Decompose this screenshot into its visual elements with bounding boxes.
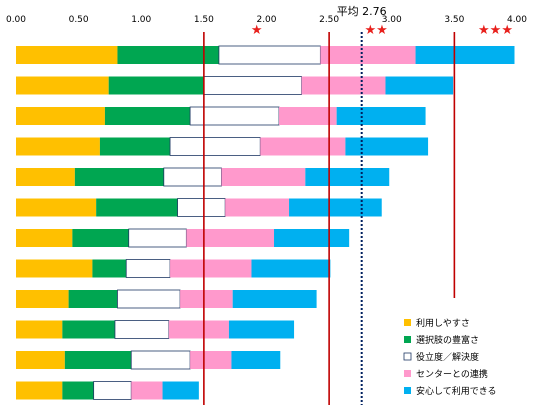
bar-segment: [68, 290, 118, 308]
bar-segment: [16, 259, 93, 278]
bar-segment: [16, 76, 109, 95]
reference-lines: 平均 2.76: [203, 5, 456, 405]
bar-segment: [345, 137, 429, 156]
legend-swatch: [404, 370, 411, 377]
x-tick-label: 1.00: [131, 15, 151, 25]
bar-segment: [190, 351, 232, 369]
rating-stars: ★ ★★ ★★★: [251, 23, 513, 38]
bar-segment: [305, 168, 390, 186]
bar-segment: [16, 229, 73, 247]
x-tick-label: 3.50: [444, 15, 464, 25]
bar-segment: [177, 198, 226, 217]
legend-swatch: [404, 319, 411, 326]
legend-label: 選択肢の豊富さ: [416, 334, 479, 346]
legend-label: 役立度／解決度: [416, 351, 479, 363]
bar-segment: [203, 76, 302, 95]
bars: [16, 45, 515, 400]
bar-segment: [228, 320, 295, 339]
bar-segment: [114, 320, 170, 339]
average-label: 平均 2.76: [337, 5, 387, 18]
bar-segment: [16, 320, 63, 339]
rating-star: ★: [251, 23, 263, 38]
bar-segment: [163, 167, 222, 187]
bar-segment: [16, 381, 63, 400]
bar-segment: [385, 76, 454, 95]
bar-segment: [62, 320, 115, 339]
x-tick-label: 0.00: [6, 15, 26, 25]
bar-segment: [232, 290, 317, 308]
bar-segment: [92, 259, 127, 278]
bar-segment: [231, 351, 281, 369]
bar-segment: [180, 290, 233, 308]
rating-star: ★★★: [478, 23, 513, 38]
bar-segment: [72, 229, 129, 247]
bar-segment: [251, 259, 331, 278]
legend-swatch: [403, 352, 412, 361]
legend-label: 利用しやすさ: [416, 317, 470, 329]
legend-label: 安心して利用できる: [416, 385, 497, 397]
x-tick-label: 2.50: [319, 15, 339, 25]
bar-segment: [221, 168, 306, 186]
bar-segment: [117, 46, 219, 64]
bar-segment: [16, 107, 105, 125]
bar-segment: [260, 137, 346, 156]
bar-segment: [169, 137, 261, 156]
bar-segment: [16, 137, 100, 156]
bar-segment: [320, 46, 416, 64]
bar-segment: [125, 259, 171, 278]
bar-segment: [62, 381, 94, 400]
bar-segment: [96, 198, 178, 217]
rating-star: ★★: [364, 23, 387, 38]
bar-segment: [225, 198, 290, 217]
x-tick-label: 3.00: [382, 15, 402, 25]
bar-segment: [99, 137, 171, 156]
bar-segment: [16, 198, 97, 217]
x-tick-label: 2.00: [256, 15, 276, 25]
legend-swatch: [404, 336, 411, 343]
bar-segment: [130, 350, 191, 370]
bar-segment: [162, 381, 199, 400]
bar-segment: [117, 289, 181, 309]
bar-segment: [16, 290, 69, 308]
legend-background: [398, 315, 522, 404]
x-tick-label: 1.50: [194, 15, 214, 25]
bar-segment: [108, 76, 204, 95]
bar-segment: [104, 107, 191, 125]
bar-segment: [170, 259, 252, 278]
x-axis-ticks: 0.00 0.50 1.00 1.50 2.00 2.50 3.00 3.50 4.00: [6, 15, 527, 25]
bar-segment: [218, 45, 321, 65]
bar-segment: [301, 76, 386, 95]
bar-segment: [16, 351, 65, 369]
legend-label: センターとの連携: [416, 368, 488, 380]
bar-segment: [16, 168, 75, 186]
bar-segment: [186, 229, 275, 247]
bar-segment: [64, 351, 132, 369]
x-tick-label: 0.50: [69, 15, 89, 25]
bar-segment: [279, 107, 337, 125]
bar-segment: [415, 46, 515, 64]
bar-segment: [16, 46, 118, 64]
bar-segment: [168, 320, 229, 339]
bar-segment: [336, 107, 426, 125]
bar-segment: [128, 228, 187, 248]
x-tick-label: 4.00: [507, 15, 527, 25]
bar-segment: [131, 381, 163, 400]
bar-segment: [74, 168, 164, 186]
legend-swatch: [404, 387, 411, 394]
bar-segment: [93, 381, 132, 400]
bar-segment: [274, 229, 350, 247]
bar-segment: [289, 198, 382, 217]
